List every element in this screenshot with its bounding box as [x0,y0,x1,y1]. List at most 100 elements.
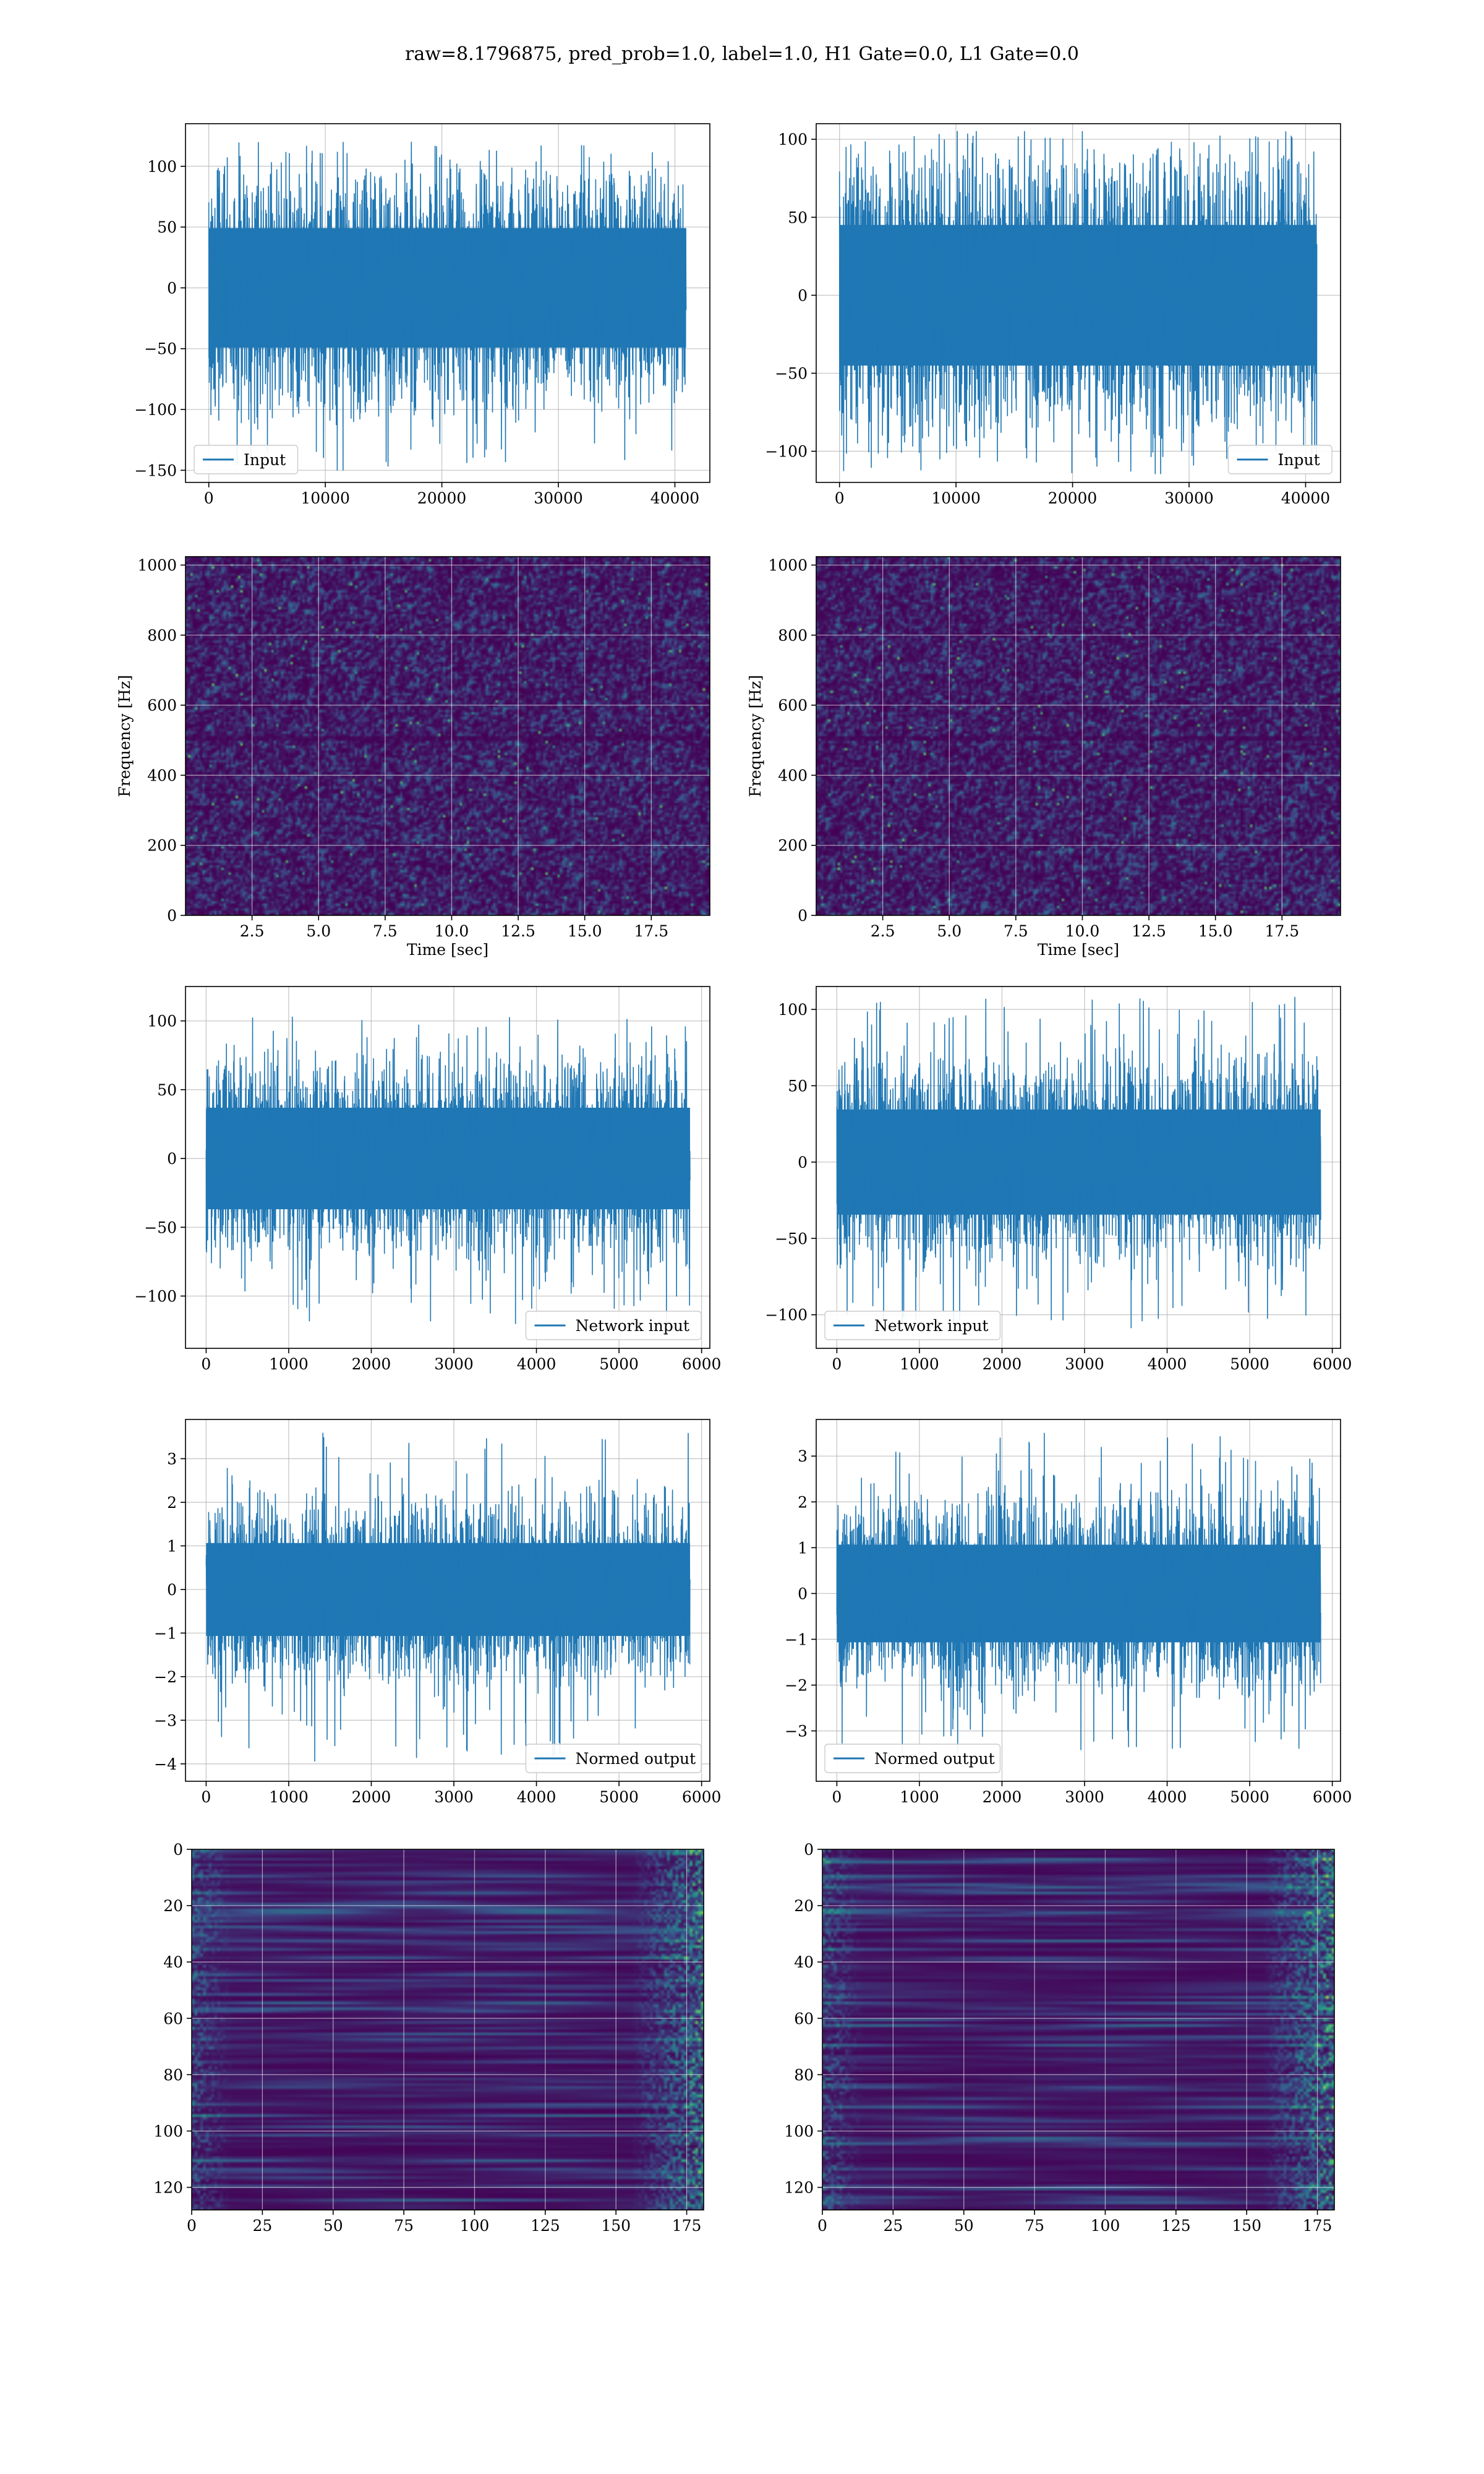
netin-h1-xtick-label: 5000 [599,1355,639,1373]
features-l1-xtick-label: 175 [1303,2217,1333,2235]
input-h1-axes: 0 10000 20000 30000 40000 −150 −100 −50 0 50 100 In… [134,123,710,507]
spec-h1-xtick-label: 5.0 [306,922,331,940]
netin-h1-xtick-label: 2000 [352,1355,391,1373]
netin-h1-legend-box [525,1311,702,1340]
input-h1-ytick-label: 100 [147,158,177,176]
netin-h1-axes: 0 1000 2000 3000 4000 5000 6000 −100 −50 0 50 100 Ne… [134,986,721,1373]
spec-h1-axes: 2.5 5.0 7.5 10.0 12.5 15.0 17.5 0 200 400 600 800 10… [116,556,710,959]
features-l1-frame [822,1849,1335,2211]
input-h1-frame [185,123,710,483]
spec-h1-xtick-label: 12.5 [501,922,535,940]
normed-h1-legend-label: Normed output [576,1750,696,1768]
input-h1-ytick-label: 0 [167,279,177,297]
spec-h1-ytick-label: 800 [147,627,177,644]
input-l1-ytick-label: 0 [798,286,808,304]
spec-l1-xtick-label: 2.5 [871,922,895,940]
features-h1-xtick-label: 150 [601,2217,631,2235]
normed-l1-legend: Normed output [824,1744,1001,1773]
features-h1-xtick-label: 0 [187,2217,197,2235]
normed-l1-ytick-label: 0 [798,1585,808,1603]
spec-h1-ytick-label: 400 [147,766,177,784]
netin-l1-frame [816,986,1341,1349]
input-l1-series-line [838,131,1318,474]
features-h1-xtick-label: 175 [672,2217,702,2235]
normed-l1-ytick-label: 3 [798,1447,808,1465]
input-h1-ytick-label: −100 [134,401,177,419]
input-h1-xtick-label: 0 [204,489,214,507]
spec-h1-xtick-label: 10.0 [435,922,469,940]
netin-h1-ytick-label: 50 [157,1081,177,1099]
normed-h1-frame [185,1419,710,1782]
normed-h1-ytick-label: 1 [167,1537,177,1555]
normed-h1-ytick-label: −1 [154,1624,177,1642]
normed-l1-ytick-label: −2 [785,1676,808,1694]
netin-h1-ytick-label: −100 [134,1287,177,1305]
features-l1-ytick-label: 60 [794,2010,814,2027]
features-l1-xtick-label: 150 [1232,2217,1261,2235]
normed-h1-xtick-label: 3000 [434,1788,474,1806]
normed-l1-ytick-label: 1 [798,1539,808,1557]
spec-h1-xlabel: Time [sec] [407,941,488,959]
normed-l1-xtick-label: 0 [832,1788,842,1806]
spec-l1-heatmap-image [816,557,1341,915]
spec-l1-xtick-label: 5.0 [937,922,962,940]
netin-l1-axes: 0 1000 2000 3000 4000 5000 6000 −100 −50 0 50 100 Ne… [765,986,1352,1373]
features-h1-ytick-label: 100 [153,2122,183,2140]
netin-h1-legend-label: Network input [576,1317,689,1335]
normed-h1-ytick-label: 3 [167,1450,177,1468]
spec-l1-ytick-label: 600 [778,696,808,714]
netin-h1-xtick-label: 3000 [434,1355,474,1373]
features-l1-ytick-label: 120 [784,2179,814,2197]
spec-h1-ytick-label: 200 [147,837,177,855]
features-l1-ytick-label: 80 [794,2066,814,2084]
normed-l1-xtick-label: 3000 [1065,1788,1104,1806]
input-h1-xtick-label: 30000 [534,489,583,507]
input-l1-ytick-label: 100 [778,131,808,148]
normed-h1-xtick-label: 2000 [352,1788,391,1806]
features-h1-ytick-label: 40 [163,1953,183,1971]
features-l1-xtick-label: 125 [1161,2217,1191,2235]
normed-l1-xtick-label: 1000 [900,1788,939,1806]
netin-l1-legend-box [824,1311,1001,1340]
spec-h1-ytick-label: 1000 [137,557,177,575]
netin-l1-xtick-label: 5000 [1230,1355,1269,1373]
netin-l1-xtick-label: 1000 [900,1355,939,1373]
spec-l1-axes: 2.5 5.0 7.5 10.0 12.5 15.0 17.5 0 200 400 600 800 10… [746,556,1341,959]
features-h1-heatmap-image [192,1849,704,2210]
spec-l1-xtick-label: 17.5 [1264,922,1299,940]
features-l1-ytick-label: 0 [804,1841,814,1859]
normed-h1-xtick-label: 4000 [517,1788,556,1806]
normed-h1-xtick-label: 0 [201,1788,211,1806]
input-l1-legend: Input [1227,445,1333,474]
input-l1-xtick-label: 0 [835,489,845,507]
input-h1-legend: Input [194,445,299,474]
spec-l1-ytick-label: 800 [778,627,808,644]
spec-l1-ytick-label: 1000 [768,557,808,575]
netin-h1-series-line [205,1016,691,1324]
netin-l1-xtick-label: 2000 [983,1355,1022,1373]
features-h1-frame [191,1849,704,2211]
spec-h1-xtick-label: 15.0 [568,922,602,940]
spec-h1-frame [185,556,710,916]
input-l1-legend-box [1227,445,1333,474]
features-l1-axes: 0 25 50 75 100 125 150 175 0 20 40 60 80 100 120 [784,1841,1335,2235]
netin-l1-xtick-label: 6000 [1313,1355,1352,1373]
features-h1-ytick-label: 80 [163,2066,183,2084]
spec-l1-xtick-label: 10.0 [1065,922,1100,940]
netin-l1-ytick-label: −50 [775,1230,808,1248]
netin-l1-ytick-label: −100 [765,1306,808,1324]
normed-h1-xtick-label: 5000 [599,1788,639,1806]
spec-h1-ytick-label: 600 [147,696,177,714]
input-l1-xtick-label: 30000 [1164,489,1214,507]
input-l1-ytick-label: −100 [765,443,808,461]
features-h1-ytick-label: 60 [163,2010,183,2027]
features-l1-xtick-label: 0 [817,2217,827,2235]
normed-l1-ytick-label: −3 [785,1723,808,1740]
normed-h1-series-line [205,1432,691,1762]
spec-l1-ytick-label: 200 [778,837,808,855]
features-l1-xtick-label: 25 [883,2217,903,2235]
netin-h1-xtick-label: 4000 [517,1355,556,1373]
input-h1-ytick-label: 50 [157,218,177,236]
netin-l1-legend-label: Network input [874,1317,988,1335]
features-h1-ytick-label: 0 [173,1841,183,1859]
